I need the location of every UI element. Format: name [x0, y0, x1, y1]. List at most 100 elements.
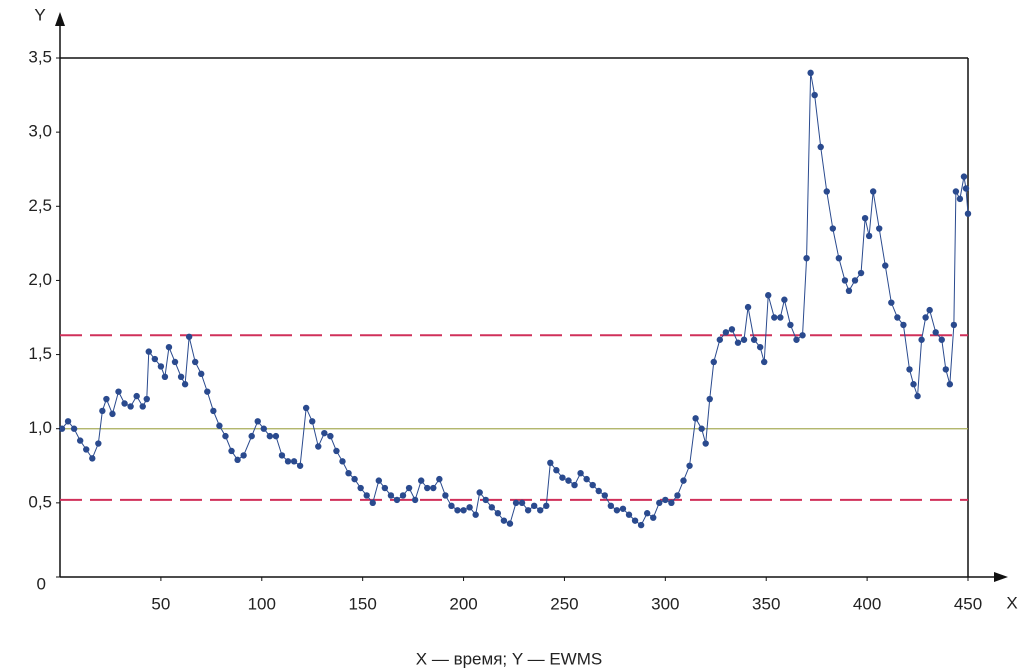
data-point [494, 510, 502, 517]
data-point [765, 292, 772, 299]
data-point [734, 339, 742, 346]
y-arrow [55, 12, 65, 26]
data-point [399, 492, 407, 499]
x-tick-label: 350 [752, 594, 780, 613]
x-tick-label: 400 [853, 594, 881, 613]
data-point [942, 366, 950, 373]
data-point [476, 489, 483, 496]
y-tick-label: 0,5 [28, 492, 52, 511]
data-point [333, 447, 340, 455]
data-point [756, 343, 764, 351]
data-point [728, 326, 736, 333]
data-point [631, 517, 639, 524]
data-point [906, 366, 913, 373]
data-point [121, 400, 128, 407]
data-point [674, 492, 681, 499]
x-tick-label: 300 [651, 594, 679, 613]
data-point [750, 336, 758, 343]
data-point [442, 492, 449, 499]
data-point [861, 214, 869, 222]
data-point [143, 395, 150, 403]
data-point [381, 484, 389, 492]
data-point [99, 407, 106, 415]
data-point [553, 467, 560, 474]
data-point [956, 195, 964, 203]
data-point [817, 143, 824, 151]
data-point [290, 458, 298, 465]
data-point [436, 475, 443, 483]
data-point [829, 225, 837, 232]
y-tick-label: 0 [37, 574, 46, 593]
data-point [302, 404, 310, 412]
data-point [692, 415, 699, 422]
data-point [185, 333, 193, 340]
data-point [845, 287, 853, 295]
data-point [857, 269, 865, 277]
data-point [222, 432, 229, 440]
y-tick-label: 3,5 [28, 47, 52, 66]
y-tick-label: 3,0 [28, 122, 52, 141]
data-point [686, 462, 693, 469]
data-point [698, 425, 705, 432]
data-point [547, 459, 554, 467]
data-point [151, 355, 159, 363]
data-point [506, 520, 514, 527]
data-point [706, 395, 713, 403]
data-point [932, 329, 939, 336]
data-point [882, 262, 889, 269]
data-point [95, 440, 102, 447]
data-point [900, 321, 907, 329]
frame [59, 22, 1000, 578]
data-point [460, 507, 467, 514]
data-point [417, 477, 425, 484]
data-point [668, 499, 675, 507]
data-point [472, 511, 479, 518]
data-point [803, 254, 810, 262]
data-point [613, 507, 621, 514]
data-point [625, 511, 633, 518]
data-point [781, 296, 788, 303]
data-point [64, 418, 72, 425]
data-point [260, 425, 267, 432]
data-point [488, 504, 496, 511]
data-point [284, 458, 292, 465]
data-point [161, 373, 169, 381]
data-point [601, 492, 608, 499]
data-point [58, 425, 66, 432]
data-point [411, 496, 419, 504]
data-point [248, 432, 255, 440]
data-point [799, 332, 806, 339]
data-point [296, 462, 304, 469]
data-point [869, 188, 877, 195]
data-point [771, 314, 778, 321]
data-point [571, 481, 578, 489]
data-point [607, 502, 615, 510]
data-point [716, 336, 724, 343]
data-point [76, 437, 84, 444]
data-point [851, 277, 859, 284]
data-point [363, 492, 370, 499]
data-point [888, 299, 895, 306]
data-point [876, 225, 883, 232]
data-point [637, 521, 645, 529]
data-point [537, 507, 544, 514]
data-point [339, 458, 346, 465]
data-point [321, 429, 328, 437]
data-point [133, 392, 140, 400]
data-point [656, 499, 663, 507]
data-point [823, 188, 830, 195]
data-point [454, 507, 461, 514]
data-point [127, 403, 134, 410]
x-axis-label: X [1006, 593, 1017, 612]
data-point [315, 443, 322, 450]
data-point [89, 455, 96, 462]
data-point [387, 492, 395, 499]
x-tick-label: 100 [248, 594, 276, 613]
data-point [109, 410, 116, 418]
data-point [234, 456, 241, 464]
data-point [157, 363, 165, 370]
data-point [518, 499, 526, 507]
data-point [543, 502, 550, 510]
reference-lines [60, 334, 968, 501]
data-point [841, 277, 849, 284]
